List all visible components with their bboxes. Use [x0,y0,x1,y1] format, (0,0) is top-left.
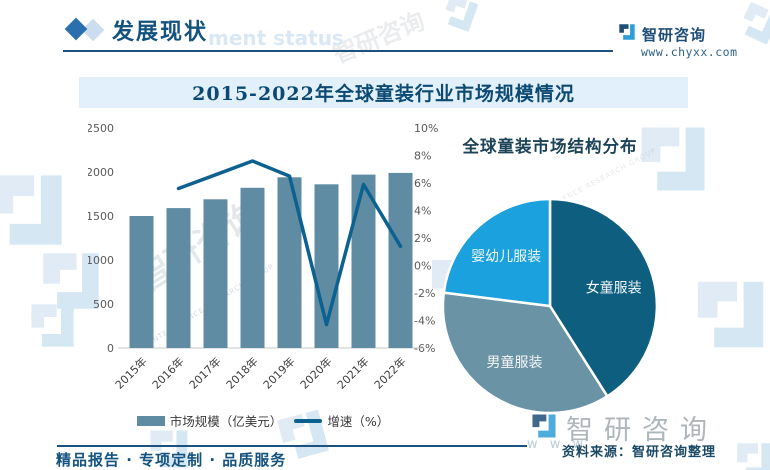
logo-glyph [619,24,635,40]
right-axis-tick: -6% [414,342,435,355]
pie-slice-label: 男童服装 [487,354,543,371]
left-axis-tick: 2500 [88,122,114,135]
watermark-logo-icon [632,118,714,204]
logo-glyph [737,443,770,470]
right-axis-tick: -2% [414,287,435,300]
pie-slice-男童服装 [441,291,609,415]
watermark-logo-icon [434,0,484,41]
logo-glyph [31,304,74,347]
right-axis-tick: 4% [414,205,431,218]
pie-slice-label: 女童服装 [586,280,642,297]
logo-glyph [445,0,479,32]
left-axis-tick: 2000 [88,166,114,179]
legend-label: 增速（%） [327,414,390,429]
bar-2022年 [388,172,413,348]
pie-slice-婴幼儿服装 [442,197,552,308]
right-axis-tick: -4% [414,315,435,328]
left-axis-tick: 500 [93,298,114,311]
section-title: 发展现状 [112,20,209,45]
footer-watermark-www: w w w [527,437,588,452]
legend-line-swatch [294,418,323,423]
pie-chart-title: 全球童装市场结构分布 [462,137,638,156]
market-size-combo-chart: 0 500 1000 1500 2000 2500 -6% -4% -2% 0% 2% 4% 6% 8% 1… [86,115,438,410]
x-axis-label: 2015年 [112,354,149,391]
x-axis-label: 2021年 [334,354,371,391]
bar-2017年 [203,199,228,348]
bar-2021年 [351,174,376,348]
watermark-logo-icon [688,272,770,361]
header-divider [63,50,613,52]
logo-glyph [697,281,764,348]
pie-slice-label: 婴幼儿服装 [471,249,541,265]
x-axis-label: 2019年 [260,354,297,391]
right-axis-tick: 0% [414,260,431,273]
data-source-note: 资料来源：智研咨询整理 [562,445,717,460]
bar-2016年 [166,208,191,348]
left-axis-tick: 0 [107,342,114,355]
x-axis-label: 2022年 [371,354,408,391]
right-axis-tick: 10% [414,122,438,135]
right-axis-tick: 6% [414,177,431,190]
legend-item: 市场规模（亿美元） [136,411,283,430]
market-structure-pie-chart: 女童服装男童服装 婴幼儿服装 [438,194,662,418]
bar-2015年 [129,216,154,348]
x-axis-label: 2016年 [149,354,186,391]
footer-watermark-brand-text: 智研咨询 [566,415,718,446]
logo-glyph [0,175,62,245]
watermark-logo-icon [25,298,80,357]
footer-watermark-logo-icon [529,411,559,445]
chart-legend: 市场规模（亿美元） 增速（%） [88,411,438,430]
left-axis-tick: 1500 [88,210,114,223]
brand-url-link[interactable]: www.chyxx.com [641,45,738,59]
logo-glyph [743,1,770,45]
brand-logo-icon [617,22,637,46]
legend-item: 增速（%） [294,411,389,430]
brand-name: 智研咨询 [642,26,707,44]
page-title: 2015-2022年全球童装行业市场规模情况 [192,83,575,105]
legend-bar-swatch [136,415,165,426]
footer-tagline: 精品报告 · 专项定制 · 品质服务 [56,451,287,469]
chart-title-banner: 2015-2022年全球童装行业市场规模情况 [79,77,688,108]
watermark-logo-icon [0,165,72,259]
x-axis-label: 2018年 [223,354,260,391]
legend-label: 市场规模（亿美元） [169,414,283,429]
x-axis-label: 2017年 [186,354,223,391]
watermark-logo-icon [732,438,770,470]
right-axis-tick: 2% [414,232,431,245]
growth-line [176,159,403,327]
x-axis-label: 2020年 [297,354,334,391]
diamond-icon [64,17,88,41]
right-axis-tick: 8% [414,150,431,163]
bar-2018年 [240,187,265,348]
footer-divider [57,445,527,447]
logo-glyph [532,414,556,438]
left-axis-tick: 1000 [88,254,114,267]
header-watermark-text: ment status [208,26,344,50]
logo-glyph [641,127,705,191]
